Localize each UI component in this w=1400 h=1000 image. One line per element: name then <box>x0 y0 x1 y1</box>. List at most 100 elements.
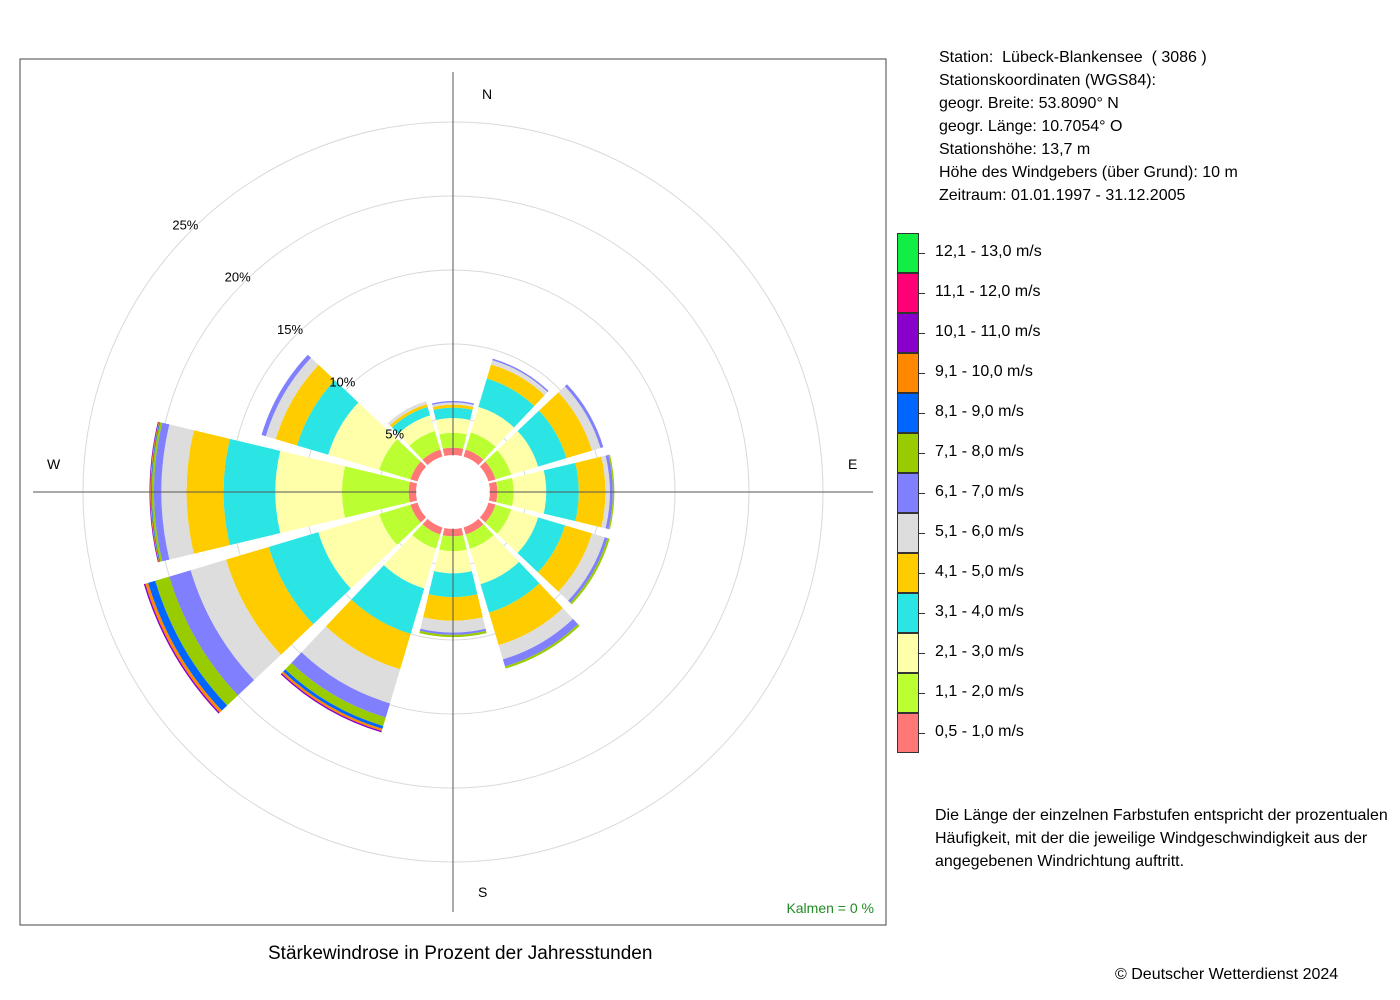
sector-0-band-7 <box>431 400 475 405</box>
sector-60-band-2 <box>485 450 512 480</box>
compass-south-label: S <box>478 884 487 900</box>
radial-tick-label: 10% <box>329 374 355 389</box>
sector-330-band-4 <box>391 406 431 434</box>
sector-120-band-3 <box>497 509 539 554</box>
legend-tick <box>919 653 925 654</box>
legend-label: 9,1 - 10,0 m/s <box>935 363 1033 380</box>
calm-center <box>416 455 490 529</box>
sector-60-band-5 <box>539 392 592 459</box>
sector-150-band-2 <box>465 524 494 549</box>
legend-label: 7,1 - 8,0 m/s <box>935 443 1024 460</box>
sector-210-band-7 <box>291 652 390 718</box>
sector-30-band-6 <box>491 360 548 396</box>
sector-330-band-5 <box>389 404 428 428</box>
sector-60-band-3 <box>497 430 539 475</box>
sector-210-band-6 <box>301 626 401 704</box>
sector-60-band-7 <box>564 384 604 449</box>
legend-label: 12,1 - 13,0 m/s <box>935 243 1042 260</box>
compass-east-label: E <box>848 456 857 472</box>
legend-label: 2,1 - 3,0 m/s <box>935 643 1024 660</box>
time-period: Zeitraum: 01.01.1997 - 31.12.2005 <box>939 187 1186 204</box>
calm-label: Kalmen = 0 % <box>786 900 874 916</box>
legend-tick <box>919 293 925 294</box>
sector-240-band-5 <box>226 546 314 655</box>
legend-tick <box>919 493 925 494</box>
sector-300-band-4 <box>296 380 359 455</box>
radial-tick-label: 20% <box>225 270 251 285</box>
sector-300-band-2 <box>379 439 421 480</box>
sector-150-band-7 <box>502 618 579 667</box>
legend-tick <box>919 373 925 374</box>
sector-90-band-7 <box>605 454 613 530</box>
sector-270-band-7 <box>154 422 170 562</box>
sector-150-band-5 <box>488 583 563 646</box>
sector-210-band-8 <box>285 662 386 727</box>
sector-150-band-6 <box>498 608 573 660</box>
legend-label: 3,1 - 4,0 m/s <box>935 603 1024 620</box>
legend-swatch <box>897 473 919 513</box>
station-elevation: Stationshöhe: 13,7 m <box>939 141 1091 158</box>
legend-tick <box>919 733 925 734</box>
legend-tick <box>919 533 925 534</box>
legend-swatch <box>897 513 919 553</box>
sector-240-band-6 <box>190 559 281 681</box>
legend-swatch <box>897 433 919 473</box>
legend-label: 6,1 - 7,0 m/s <box>935 483 1024 500</box>
sector-120-band-6 <box>558 533 605 601</box>
sector-150-band-1 <box>463 518 484 535</box>
legend-label: 4,1 - 5,0 m/s <box>935 563 1024 580</box>
station-coordinates-heading: Stationskoordinaten (WGS84): <box>939 72 1156 89</box>
station-latitude: geogr. Breite: 53.8090° N <box>939 95 1119 112</box>
sector-60-band-1 <box>479 461 496 482</box>
sector-270-band-10 <box>150 421 160 563</box>
sector-240-band-7 <box>169 570 255 696</box>
sector-180-band-7 <box>419 628 487 635</box>
legend-tick <box>919 253 925 254</box>
sector-240-band-4 <box>268 532 351 625</box>
sector-210-band-3 <box>383 535 437 589</box>
sector-150-band-3 <box>469 535 520 585</box>
legend-tick <box>919 693 925 694</box>
sector-330-band-3 <box>398 415 435 446</box>
sector-0-band-6 <box>432 402 474 408</box>
compass-north-label: N <box>482 86 492 102</box>
sector-90-band-8 <box>608 454 615 530</box>
sector-240-band-8 <box>155 576 238 706</box>
sector-120-band-5 <box>537 525 592 592</box>
sector-270-band-11 <box>149 421 159 563</box>
legend-swatch <box>897 673 919 713</box>
sector-300-band-3 <box>328 402 398 471</box>
legend-swatch <box>897 273 919 313</box>
sector-120-band-2 <box>485 504 512 534</box>
legend-swatch <box>897 233 919 273</box>
legend-label: 8,1 - 9,0 m/s <box>935 403 1024 420</box>
chart-title: Stärkewindrose in Prozent der Jahresstun… <box>268 943 653 964</box>
sector-60-band-6 <box>558 386 601 451</box>
sector-240-band-3 <box>318 513 398 589</box>
sector-210-band-2 <box>412 524 441 549</box>
sector-300-band-6 <box>265 357 319 440</box>
radial-tick-label: 15% <box>277 322 303 337</box>
legend-swatch <box>897 353 919 393</box>
sector-210-band-1 <box>422 518 443 535</box>
sector-330-band-6 <box>387 401 427 426</box>
legend-tick <box>919 413 925 414</box>
sector-300-band-5 <box>275 364 335 446</box>
plot-frame <box>19 58 887 926</box>
sector-300-band-7 <box>261 354 312 437</box>
sector-60-band-4 <box>517 410 567 467</box>
station-longitude: geogr. Länge: 10.7054° O <box>939 118 1123 135</box>
anemometer-height: Höhe des Windgebers (über Grund): 10 m <box>939 164 1238 181</box>
sector-180-band-8 <box>419 630 487 638</box>
sector-270-band-9 <box>151 422 161 562</box>
sector-240-band-1 <box>410 502 427 523</box>
sector-240-band-9 <box>148 580 228 711</box>
sector-240-band-2 <box>379 504 421 545</box>
compass-west-label: W <box>47 456 61 472</box>
sector-210-band-9 <box>283 669 384 729</box>
legend-swatch <box>897 713 919 753</box>
sector-210-band-5 <box>325 599 411 670</box>
legend-label: 11,1 - 12,0 m/s <box>935 283 1041 300</box>
station-info: Station: Lübeck-Blankensee ( 3086 ) Stat… <box>939 46 1238 207</box>
